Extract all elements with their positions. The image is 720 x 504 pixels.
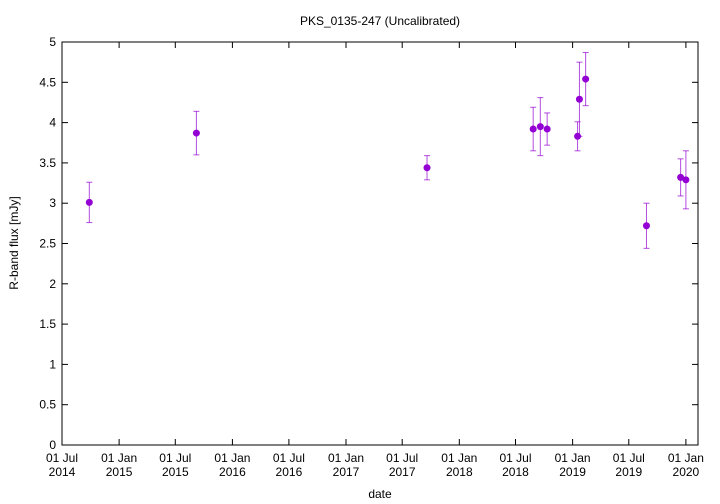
y-tick-label: 1 [49, 357, 56, 371]
x-tick-label: 01 Jul 2018 [499, 451, 531, 479]
x-tick-label: 01 Jul 2015 [159, 451, 191, 479]
y-tick-label: 2 [49, 277, 56, 291]
data-point [423, 164, 431, 172]
data-point [536, 123, 544, 131]
data-point [529, 125, 537, 133]
data-point [582, 75, 590, 83]
y-tick-label: 4.5 [39, 75, 56, 89]
chart-title: PKS_0135-247 (Uncalibrated) [300, 14, 460, 28]
y-tick-label: 0 [49, 438, 56, 452]
y-tick-label: 1.5 [39, 317, 56, 331]
plot-frame [61, 41, 699, 446]
data-point [192, 129, 200, 137]
x-tick-label: 01 Jul 2014 [46, 451, 78, 479]
x-tick-label: 01 Jul 2017 [386, 451, 418, 479]
x-tick-label: 01 Jan 2020 [668, 451, 704, 479]
y-tick-label: 0.5 [39, 398, 56, 412]
data-point [85, 198, 93, 206]
x-tick-label: 01 Jan 2016 [214, 451, 250, 479]
x-tick-label: 01 Jan 2018 [441, 451, 477, 479]
data-point [682, 176, 690, 184]
data-point [677, 173, 685, 181]
x-tick-label: 01 Jul 2019 [613, 451, 645, 479]
y-tick-label: 4 [49, 116, 56, 130]
x-tick-label: 01 Jan 2019 [555, 451, 591, 479]
x-axis-label: date [368, 487, 392, 501]
x-tick-label: 01 Jan 2015 [101, 451, 137, 479]
data-point [642, 222, 650, 230]
data-point [543, 125, 551, 133]
y-tick-label: 2.5 [39, 237, 56, 251]
y-tick-label: 3.5 [39, 156, 56, 170]
y-tick-label: 5 [49, 35, 56, 49]
data-point [575, 95, 583, 103]
y-axis-label: R-band flux [mJy] [7, 196, 21, 289]
x-tick-label: 01 Jul 2016 [273, 451, 305, 479]
x-tick-label: 01 Jan 2017 [328, 451, 364, 479]
y-tick-label: 3 [49, 196, 56, 210]
